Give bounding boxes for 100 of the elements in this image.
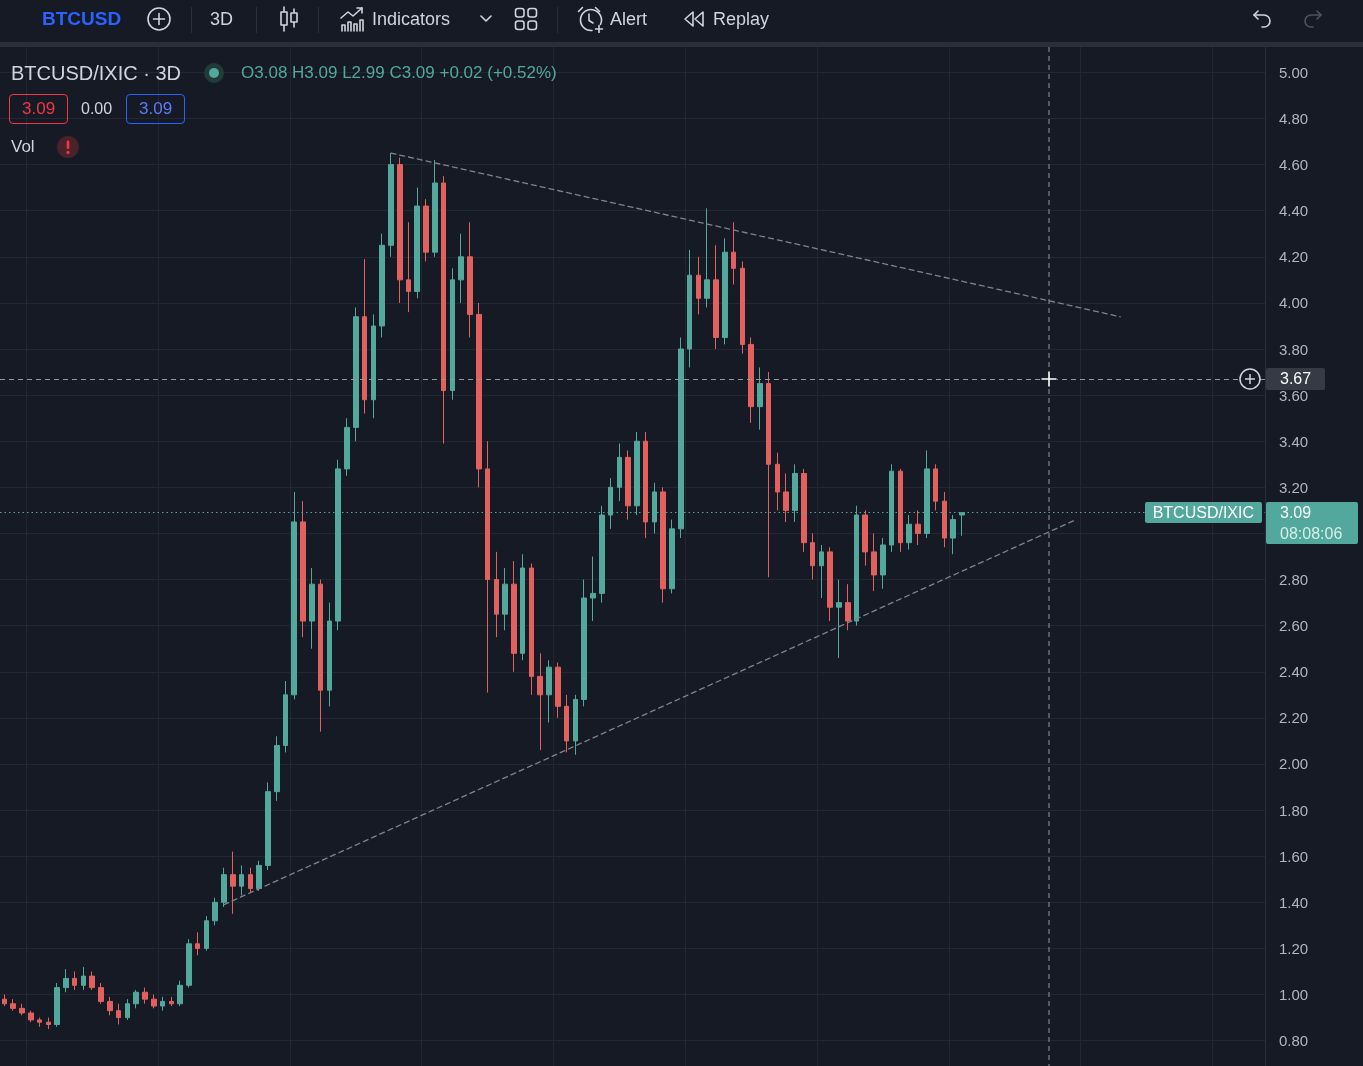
candlestick	[142, 987, 148, 1005]
candlestick	[160, 996, 165, 1012]
candlestick	[687, 249, 692, 368]
annotation: 3.09	[9, 94, 69, 124]
candlestick	[283, 680, 288, 753]
candlestick	[371, 313, 376, 419]
annotation: 0.00	[81, 99, 113, 119]
candlestick	[221, 867, 227, 908]
candlestick	[300, 500, 306, 638]
candlestick	[432, 159, 438, 258]
candlestick	[783, 473, 789, 523]
candlestick	[757, 366, 763, 431]
candlestick	[72, 970, 77, 991]
candlestick	[933, 463, 938, 511]
candlestick	[212, 897, 218, 926]
candlestick	[107, 996, 113, 1016]
candlestick	[116, 1003, 121, 1025]
candlestick	[388, 152, 394, 258]
candlestick	[880, 537, 886, 590]
candlestick	[722, 237, 728, 345]
candlestick	[906, 514, 912, 551]
y-tick-label: 1.00	[1279, 986, 1309, 1004]
candlestick	[581, 579, 587, 707]
candlestick	[555, 662, 561, 719]
candlestick	[898, 468, 903, 553]
y-tick-label: 4.60	[1279, 156, 1309, 174]
candlestick	[520, 553, 525, 661]
candlestick	[862, 509, 868, 567]
candlestick	[177, 980, 183, 1007]
candlestick	[511, 560, 517, 673]
ref-line-label: 3.67	[1280, 368, 1312, 389]
candlestick	[204, 915, 209, 952]
candlestick	[950, 514, 956, 555]
y-tick-label: 2.80	[1279, 571, 1309, 589]
text: BTCUSD	[42, 8, 122, 30]
annotation: 3.09	[126, 94, 186, 124]
y-tick-label: 1.20	[1279, 939, 1309, 957]
candlestick	[915, 509, 921, 546]
candlestick	[248, 867, 253, 894]
candlestick	[81, 966, 86, 991]
candlestick	[669, 519, 675, 594]
candlestick	[37, 1017, 42, 1028]
candlestick	[485, 440, 490, 694]
candlestick	[169, 996, 174, 1007]
candlestick	[265, 781, 271, 871]
candlestick	[467, 221, 473, 338]
y-tick-label: 2.20	[1279, 709, 1309, 727]
y-tick-label: 2.00	[1279, 755, 1309, 773]
text: 3D	[210, 8, 234, 30]
y-tick-label: 2.60	[1279, 617, 1309, 635]
candlestick	[660, 486, 666, 604]
candlestick	[696, 256, 701, 315]
candlestick	[942, 491, 947, 548]
candlestick	[63, 968, 69, 993]
candlestick	[766, 371, 771, 578]
candlestick	[46, 1017, 51, 1030]
candlestick	[186, 938, 192, 989]
candlestick	[54, 982, 60, 1028]
candlestick	[643, 431, 648, 539]
candlestick	[704, 207, 710, 309]
candlestick	[256, 860, 262, 892]
candlestick	[494, 551, 499, 638]
text: Alert	[610, 8, 648, 30]
y-tick-label: 1.40	[1279, 893, 1309, 911]
y-tick-label: 4.80	[1279, 109, 1309, 127]
y-tick-label: 4.20	[1279, 248, 1309, 266]
candlestick	[98, 982, 104, 1005]
text: Indicators	[372, 8, 451, 30]
candlestick	[458, 233, 464, 304]
candlestick	[125, 998, 130, 1021]
y-tick-label: 1.60	[1279, 847, 1309, 865]
y-tick-label: 3.40	[1279, 432, 1309, 450]
y-tick-label: 4.40	[1279, 202, 1309, 220]
candlestick	[19, 1003, 25, 1016]
candlestick	[379, 233, 385, 338]
candlestick	[28, 1010, 34, 1023]
candlestick	[546, 659, 552, 723]
candlestick	[625, 449, 631, 521]
candlestick	[10, 998, 16, 1012]
candlestick	[827, 546, 833, 622]
candlestick	[441, 175, 446, 445]
candlestick	[450, 267, 455, 401]
candlestick	[362, 258, 367, 415]
candlestick	[151, 994, 157, 1009]
annotation: BTCUSD/IXIC	[1144, 502, 1262, 524]
candlestick	[309, 567, 315, 650]
ref-line-label: 3.09	[1280, 502, 1313, 523]
candlestick	[423, 198, 429, 262]
candlestick	[845, 583, 851, 631]
candlestick	[89, 970, 95, 991]
candlestick	[871, 532, 877, 592]
candlestick	[836, 579, 842, 659]
candlestick	[713, 244, 719, 350]
candlestick	[414, 187, 420, 299]
candlestick	[239, 864, 244, 896]
candlestick	[537, 652, 543, 751]
candlestick	[274, 735, 280, 802]
y-tick-label: 1.80	[1279, 801, 1309, 819]
candlestick	[318, 579, 323, 733]
candlestick	[353, 307, 359, 442]
